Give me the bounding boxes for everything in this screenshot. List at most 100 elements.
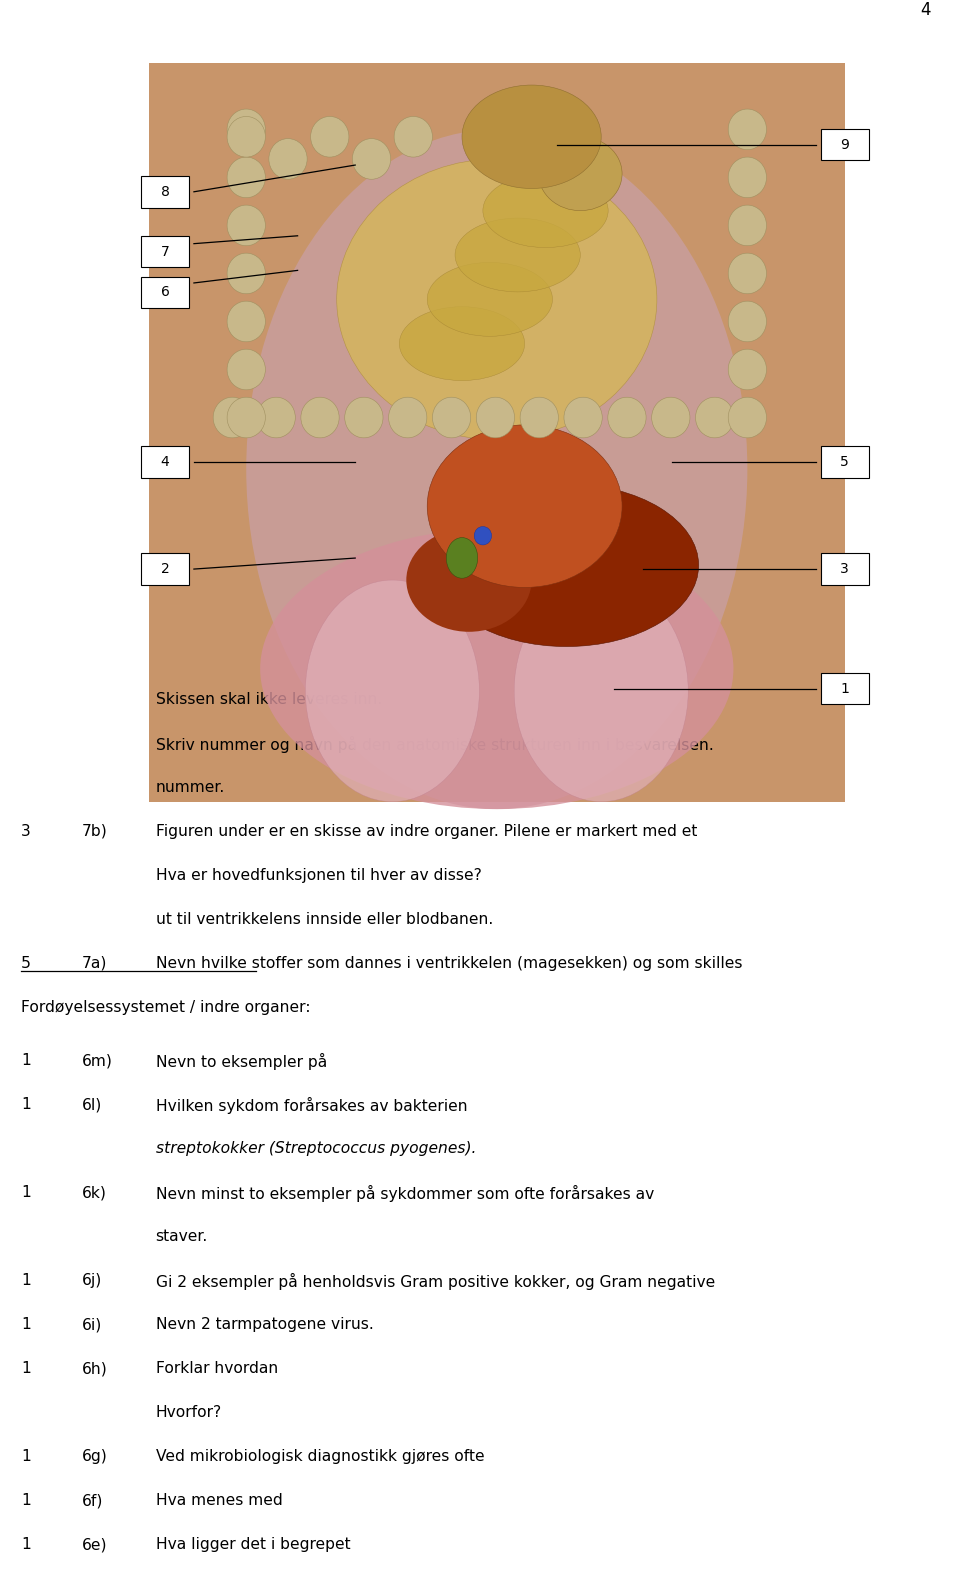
Text: Nevn to eksempler på: Nevn to eksempler på [156,1053,331,1071]
Ellipse shape [432,398,470,439]
Text: 3: 3 [840,563,850,575]
Ellipse shape [729,398,766,439]
FancyBboxPatch shape [821,673,869,704]
Text: Hva menes med: Hva menes med [156,1493,287,1509]
Text: Nevn hvilke stoffer som dannes i ventrikkelen (magesekken) og som skilles: Nevn hvilke stoffer som dannes i ventrik… [156,956,742,971]
Ellipse shape [729,157,766,198]
Text: 1: 1 [840,682,850,695]
Text: 9: 9 [840,138,850,151]
Text: 4: 4 [921,2,931,19]
Ellipse shape [455,219,580,292]
Ellipse shape [228,157,265,198]
Text: Hva ligger det i begrepet: Hva ligger det i begrepet [156,1537,355,1553]
Ellipse shape [228,398,265,439]
Ellipse shape [399,307,524,380]
Text: streptokokker (Streptococcus pyogenes).: streptokokker (Streptococcus pyogenes). [156,1141,476,1157]
Ellipse shape [483,173,609,248]
Text: Ved mikrobiologisk diagnostikk gjøres ofte: Ved mikrobiologisk diagnostikk gjøres of… [156,1449,489,1465]
Text: 1: 1 [21,1493,31,1509]
Text: Figuren under er en skisse av indre organer. Pilene er markert med et: Figuren under er en skisse av indre orga… [156,824,697,839]
Ellipse shape [539,137,622,211]
Text: Skissen skal ikke leveres inn.: Skissen skal ikke leveres inn. [156,692,382,707]
Text: 6e): 6e) [82,1537,108,1553]
Text: 1: 1 [21,1361,31,1377]
Ellipse shape [345,398,383,439]
Ellipse shape [311,116,348,157]
Text: 6i): 6i) [82,1317,102,1333]
Ellipse shape [228,204,265,245]
Ellipse shape [337,159,657,440]
Text: Nevn minst to eksempler på sykdommer som ofte forårsakes av: Nevn minst to eksempler på sykdommer som… [156,1185,659,1203]
Text: 1: 1 [21,1317,31,1333]
Ellipse shape [729,108,766,149]
Ellipse shape [446,538,478,578]
Ellipse shape [395,116,432,157]
FancyBboxPatch shape [821,553,869,585]
Ellipse shape [434,484,699,646]
Text: 6l): 6l) [82,1097,102,1113]
Text: 8: 8 [160,185,170,198]
Ellipse shape [729,302,766,341]
FancyBboxPatch shape [141,176,189,208]
FancyBboxPatch shape [821,446,869,478]
Text: 6h): 6h) [82,1361,108,1377]
Ellipse shape [300,398,339,439]
Text: 5: 5 [840,456,850,468]
Text: 1: 1 [21,1449,31,1465]
FancyBboxPatch shape [141,236,189,267]
Text: 6k): 6k) [82,1185,107,1201]
Text: 1: 1 [21,1537,31,1553]
Text: 7a): 7a) [82,956,107,971]
Text: 1: 1 [21,1185,31,1201]
Text: Gi 2 eksempler på henholdsvis Gram positive kokker, og Gram negative: Gi 2 eksempler på henholdsvis Gram posit… [156,1273,715,1291]
Ellipse shape [257,398,296,439]
Ellipse shape [389,398,427,439]
Ellipse shape [729,349,766,390]
Ellipse shape [260,528,733,810]
Ellipse shape [608,398,646,439]
Ellipse shape [474,527,492,545]
Ellipse shape [462,85,601,189]
Text: 7b): 7b) [82,824,108,839]
Text: 6g): 6g) [82,1449,108,1465]
Polygon shape [149,63,845,802]
Text: Nevn 2 tarmpatogene virus.: Nevn 2 tarmpatogene virus. [156,1317,373,1333]
Ellipse shape [228,116,265,157]
Ellipse shape [228,108,265,149]
Text: Forklar hvordan: Forklar hvordan [156,1361,282,1377]
Text: 2: 2 [160,563,170,575]
Ellipse shape [269,138,307,179]
Ellipse shape [729,253,766,294]
FancyBboxPatch shape [821,129,869,160]
Text: 6f): 6f) [82,1493,103,1509]
Text: staver.: staver. [156,1229,207,1245]
Text: 6j): 6j) [82,1273,102,1289]
Ellipse shape [228,302,265,341]
Text: Skriv nummer og navn på den anatomiske strukturen inn i besvarelsen.: Skriv nummer og navn på den anatomiske s… [156,736,713,753]
Text: nummer.: nummer. [156,780,225,795]
Ellipse shape [427,263,553,336]
Ellipse shape [305,580,479,802]
Ellipse shape [476,398,515,439]
Ellipse shape [729,204,766,245]
Ellipse shape [520,398,559,439]
Text: Hvorfor?: Hvorfor? [156,1405,222,1421]
Text: 5: 5 [21,956,31,971]
Text: Hva er hovedfunksjonen til hver av disse?: Hva er hovedfunksjonen til hver av disse… [156,868,481,883]
Text: 7: 7 [160,245,170,258]
Ellipse shape [352,138,391,179]
Ellipse shape [515,580,688,802]
Ellipse shape [228,253,265,294]
Ellipse shape [406,528,532,632]
Text: 1: 1 [21,1097,31,1113]
Text: 4: 4 [160,456,170,468]
Ellipse shape [228,349,265,390]
Ellipse shape [427,424,622,588]
Ellipse shape [564,398,602,439]
Text: Fordøyelsessystemet / indre organer:: Fordøyelsessystemet / indre organer: [21,1000,311,1016]
Bar [149,63,845,802]
Ellipse shape [246,129,747,810]
FancyBboxPatch shape [141,553,189,585]
FancyBboxPatch shape [141,277,189,308]
Text: 1: 1 [21,1273,31,1289]
